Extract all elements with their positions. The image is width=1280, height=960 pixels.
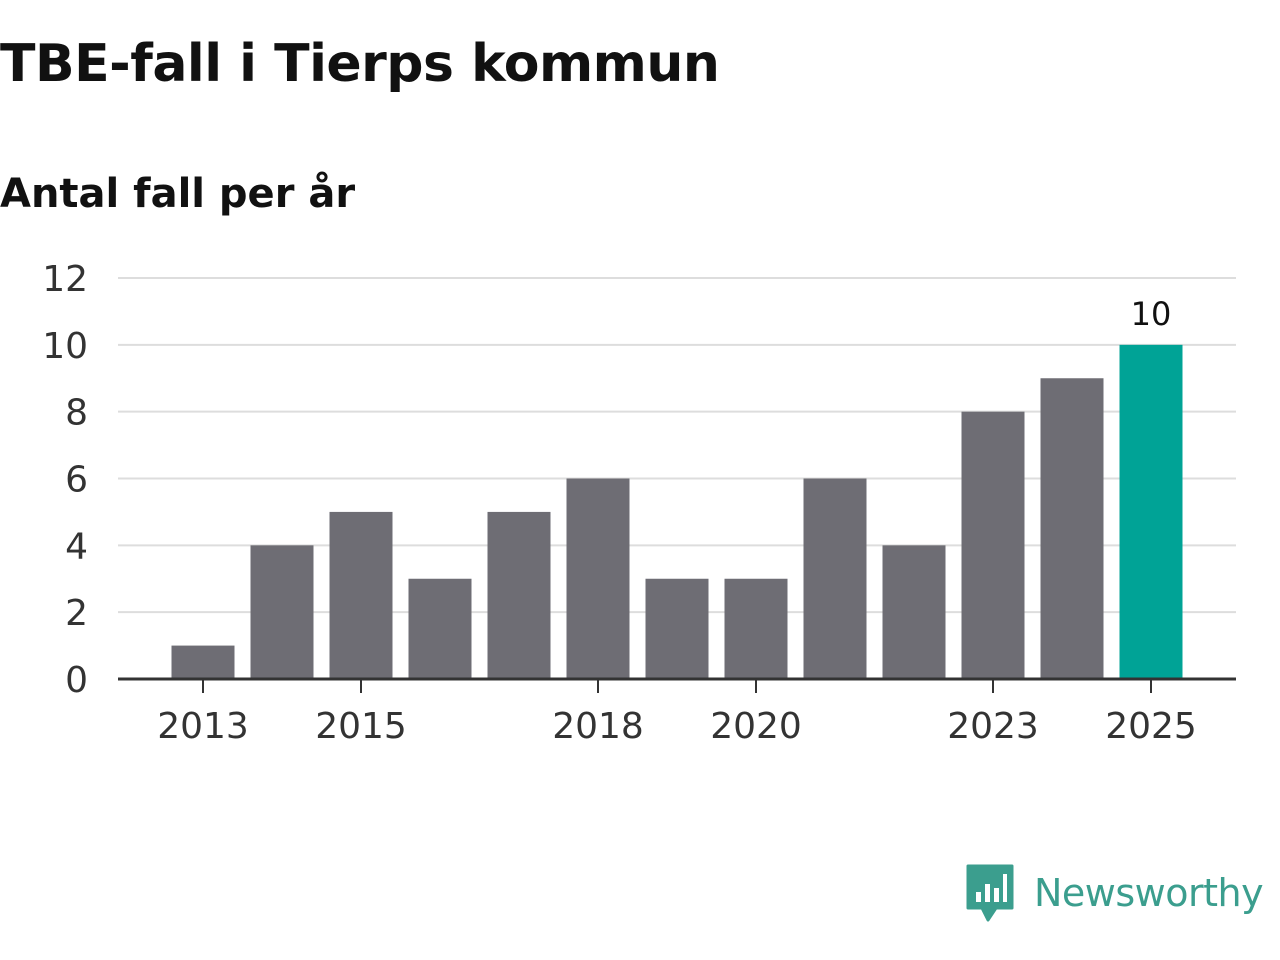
brand-name: Newsworthy — [1034, 871, 1264, 915]
data-labels: 10 — [1131, 295, 1172, 333]
bar-2020 — [724, 578, 788, 679]
y-tick-label: 4 — [65, 526, 88, 567]
bar-2025 — [1119, 344, 1183, 679]
x-tick-label: 2013 — [157, 706, 249, 747]
y-tick-label: 10 — [42, 326, 88, 367]
x-tick-label: 2020 — [710, 706, 802, 747]
y-tick-label: 2 — [65, 593, 88, 634]
y-tick-label: 12 — [42, 259, 88, 300]
bar-2023 — [961, 411, 1025, 679]
bar-2013 — [171, 645, 235, 679]
newsworthy-logo-icon — [966, 864, 1014, 922]
chart-title: TBE-fall i Tierps kommun — [0, 34, 720, 94]
y-axis-ticks: 0 2 4 6 8 10 12 — [42, 259, 88, 701]
bar-2019 — [645, 578, 709, 679]
chart-subtitle: Antal fall per år — [0, 171, 356, 217]
bars — [171, 344, 1183, 679]
x-tick-label: 2023 — [947, 706, 1039, 747]
bar-2014 — [250, 545, 314, 679]
x-tick-label: 2015 — [315, 706, 407, 747]
y-tick-label: 8 — [65, 393, 88, 434]
x-tick-label: 2025 — [1105, 706, 1197, 747]
bar-2016 — [408, 578, 472, 679]
bar-2021 — [803, 478, 867, 679]
brand: Newsworthy — [964, 862, 1264, 924]
bar-2017 — [487, 511, 551, 679]
y-tick-label: 6 — [65, 460, 88, 501]
x-axis-ticks: 2013 2015 2018 2020 2023 2025 — [157, 679, 1197, 747]
bar-2024 — [1040, 378, 1104, 679]
x-tick-label: 2018 — [552, 706, 644, 747]
bar-2015 — [329, 511, 393, 679]
bar-2022 — [882, 545, 946, 679]
y-tick-label: 0 — [65, 660, 88, 701]
bar-2018 — [566, 478, 630, 679]
data-label-2025: 10 — [1131, 295, 1172, 333]
